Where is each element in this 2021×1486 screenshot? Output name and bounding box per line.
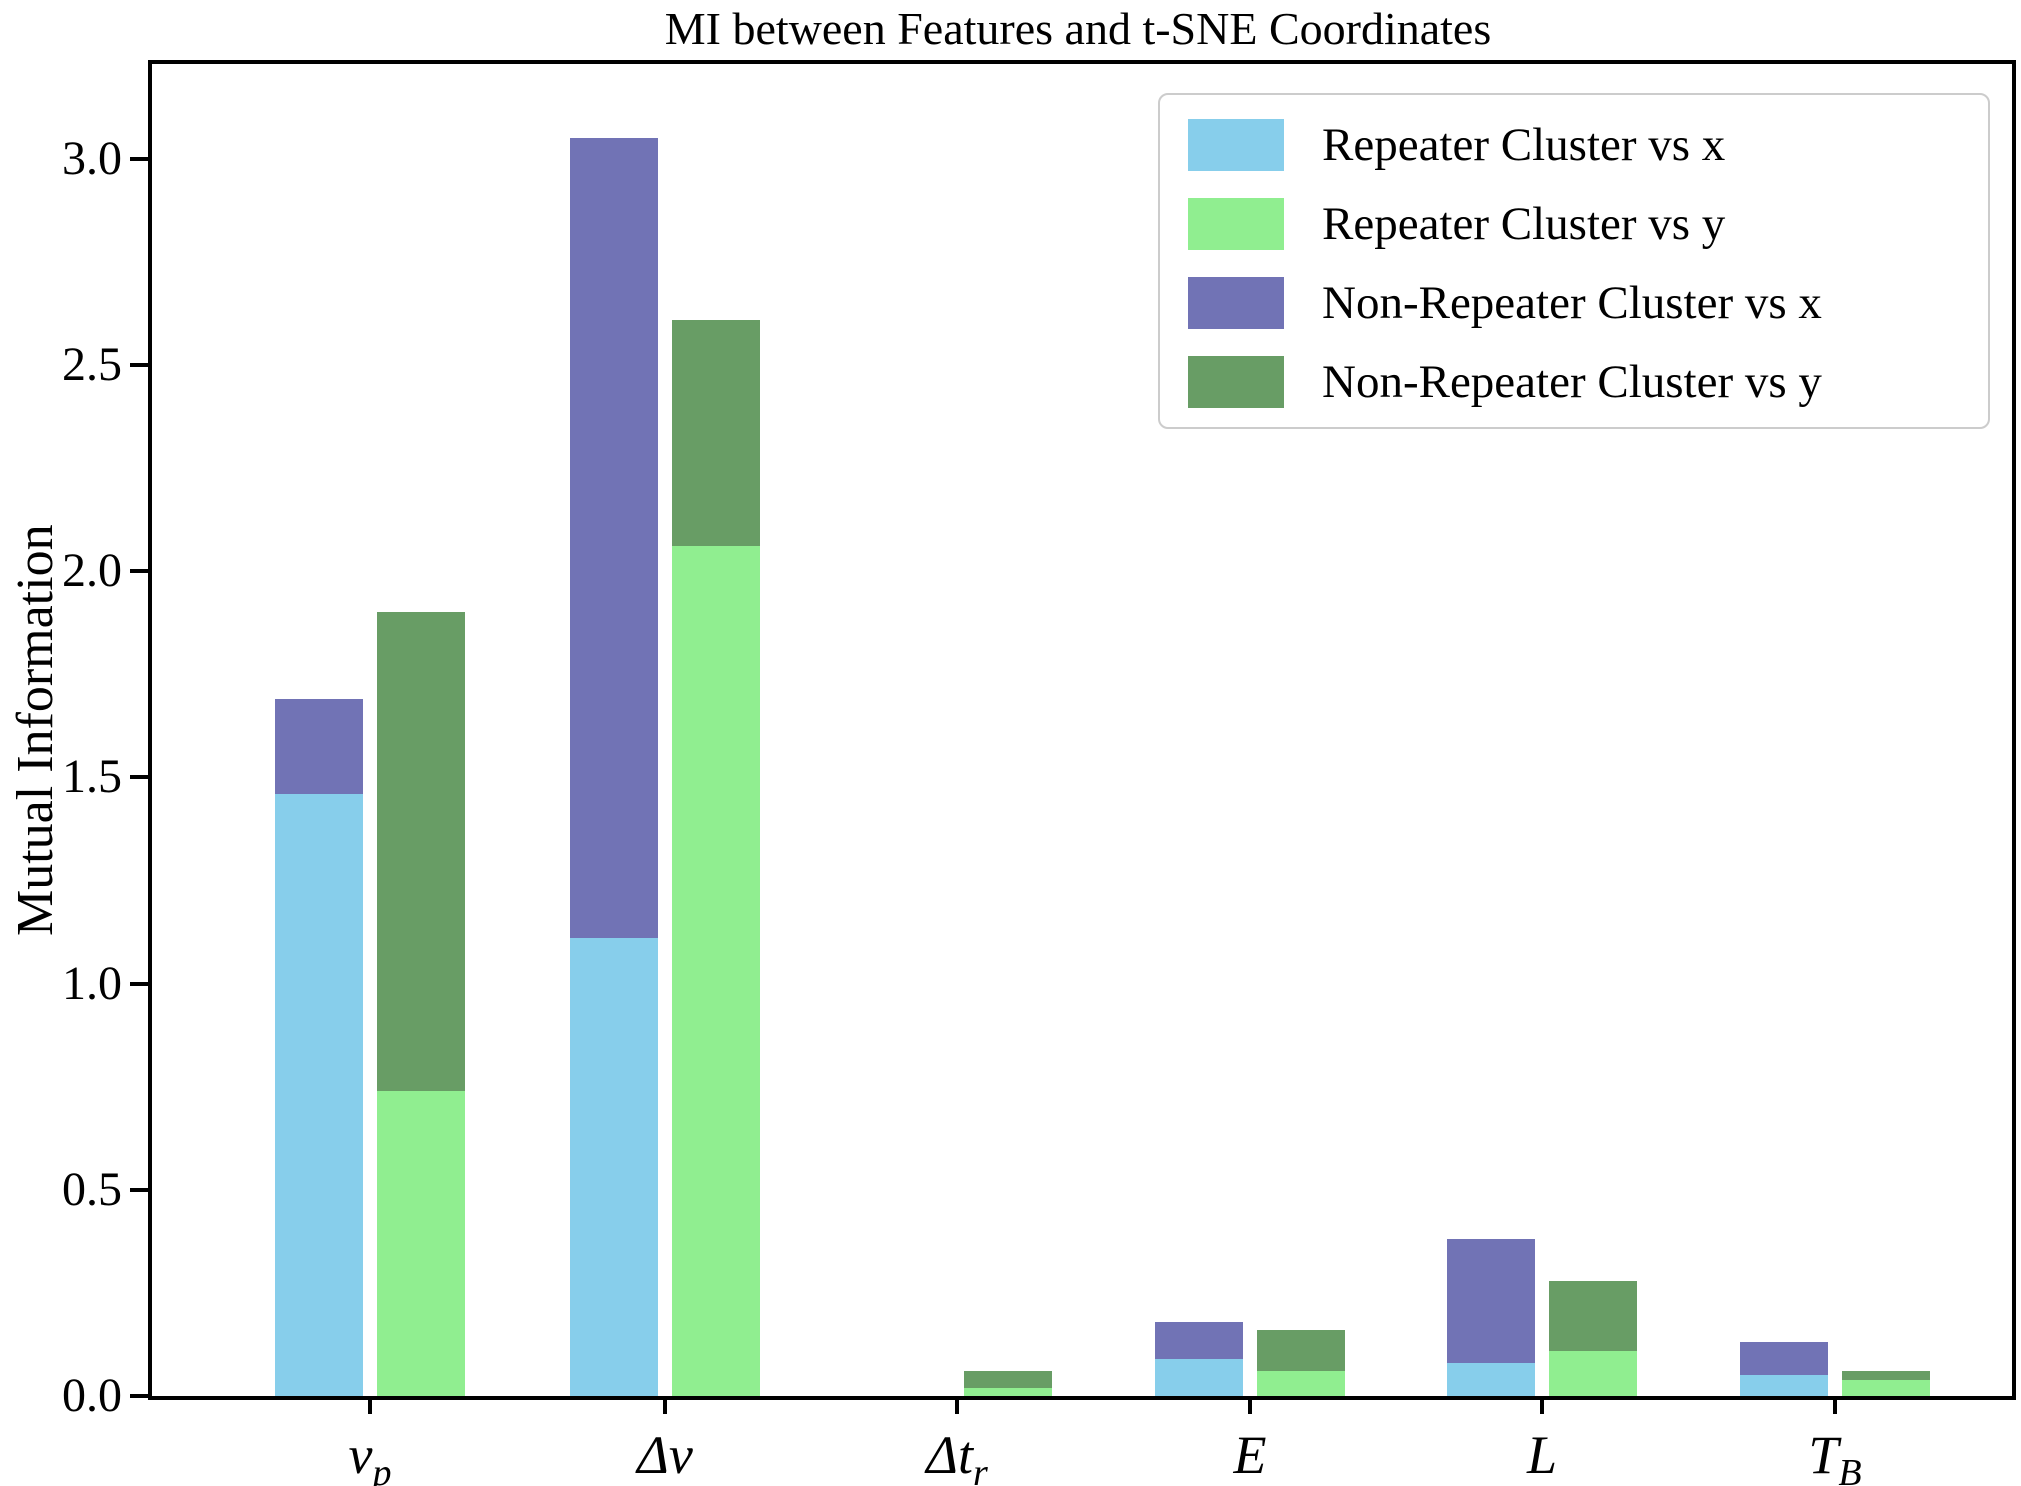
legend-swatch — [1188, 197, 1284, 250]
x-tick-label: νp — [348, 1425, 392, 1486]
y-tick-label: 0.0 — [62, 1369, 122, 1422]
bar-x-T_B — [1740, 1375, 1828, 1396]
legend: Repeater Cluster vs x Repeater Cluster vs… — [1158, 93, 1990, 429]
legend-item: Non-Repeater Cluster vs x — [1160, 263, 1988, 342]
x-tick — [955, 1396, 959, 1414]
x-tick — [663, 1396, 667, 1414]
bar-x-L — [1447, 1363, 1535, 1396]
bar-x-Δν — [570, 938, 658, 1396]
x-tick — [1833, 1396, 1837, 1414]
bar-y-Δν — [672, 546, 760, 1396]
legend-swatch — [1188, 355, 1284, 408]
bar-y-T_B — [1842, 1380, 1930, 1396]
legend-label: Non-Repeater Cluster vs x — [1322, 276, 1822, 329]
bar-y-ν_p — [377, 1091, 465, 1396]
bar-x-E — [1155, 1359, 1243, 1396]
y-tick-label: 1.0 — [62, 957, 122, 1010]
bar-x-ν_p — [275, 794, 363, 1396]
legend-swatch — [1188, 118, 1284, 171]
legend-label: Non-Repeater Cluster vs y — [1322, 355, 1822, 408]
x-tick-label: Δtr — [926, 1425, 988, 1486]
bar-y-Δt_r — [964, 1388, 1052, 1396]
y-tick — [130, 775, 148, 779]
legend-item: Repeater Cluster vs x — [1160, 105, 1988, 184]
y-tick — [130, 1394, 148, 1398]
y-tick-label: 0.5 — [62, 1163, 122, 1216]
y-tick-label: 2.5 — [62, 338, 122, 391]
y-tick-label: 2.0 — [62, 544, 122, 597]
bar-y-E — [1257, 1371, 1345, 1396]
y-tick-label: 3.0 — [62, 132, 122, 185]
x-tick-label: E — [1233, 1425, 1267, 1485]
legend-item: Non-Repeater Cluster vs y — [1160, 342, 1988, 421]
x-tick-label: Δν — [637, 1425, 693, 1485]
legend-label: Repeater Cluster vs x — [1322, 118, 1726, 171]
legend-label: Repeater Cluster vs y — [1322, 197, 1726, 250]
chart-title: MI between Features and t-SNE Coordinate… — [664, 3, 1492, 54]
bar-y-L — [1549, 1351, 1637, 1396]
y-tick — [130, 157, 148, 161]
legend-item: Repeater Cluster vs y — [1160, 184, 1988, 263]
x-tick — [1248, 1396, 1252, 1414]
legend-swatch — [1188, 276, 1284, 329]
y-tick-label: 1.5 — [62, 750, 122, 803]
y-tick — [130, 982, 148, 986]
x-tick-label: TB — [1808, 1425, 1862, 1486]
y-tick — [130, 1188, 148, 1192]
x-tick-label: L — [1526, 1425, 1558, 1485]
y-tick — [130, 363, 148, 367]
x-tick — [1540, 1396, 1544, 1414]
y-tick — [130, 569, 148, 573]
x-tick — [368, 1396, 372, 1414]
